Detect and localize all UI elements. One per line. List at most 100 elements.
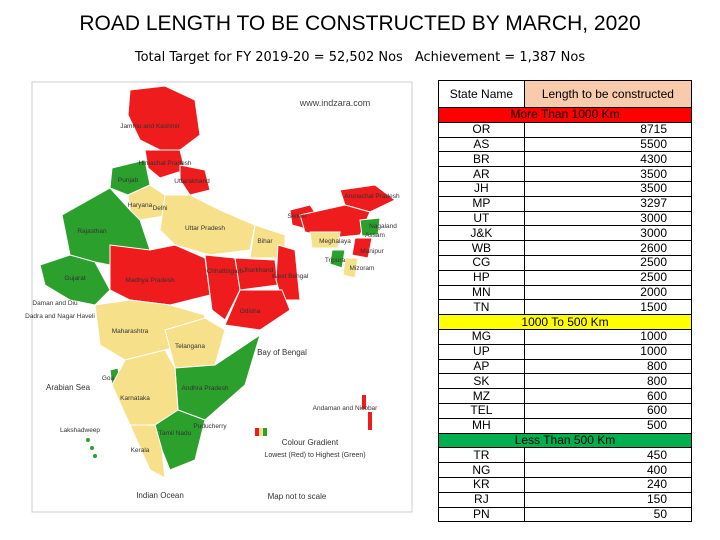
length-value: 600 <box>523 388 693 404</box>
length-value: 1500 <box>523 299 693 316</box>
state-label: Rajasthan <box>77 228 107 235</box>
length-value: 150 <box>523 491 693 508</box>
sea-label: Bay of Bengal <box>257 348 307 357</box>
state-code: TN <box>438 299 525 316</box>
state-label: Assam <box>365 232 385 239</box>
table-row: MH 500 <box>438 417 693 434</box>
table-row: SK 800 <box>438 373 693 390</box>
state-label: Goa <box>102 375 115 382</box>
length-value: 3500 <box>523 166 693 182</box>
title: ROAD LENGTH TO BE CONSTRUCTED BY MARCH, … <box>79 12 641 35</box>
length-value: 3500 <box>523 180 693 197</box>
length-value: 240 <box>523 476 693 493</box>
state-label: Delhi <box>153 205 168 212</box>
state-label: Chhattisgarh <box>207 268 244 275</box>
state-label: Punjab <box>118 177 139 184</box>
state-label: Haryana <box>128 202 153 209</box>
sea-label: Arabian Sea <box>46 383 91 392</box>
table-row: JH 3500 <box>438 180 693 197</box>
table-row: CG 2500 <box>438 254 693 271</box>
state-label: Himachal Pradesh <box>138 160 191 167</box>
length-value: 400 <box>523 462 693 478</box>
header-cell: Length to be constructed <box>523 80 693 108</box>
state-label: Arunachal Pradesh <box>344 193 400 200</box>
table-row: PN 50 <box>438 506 693 523</box>
state-label: Nagaland <box>369 223 397 230</box>
length-value: 2500 <box>523 254 693 271</box>
islands <box>362 395 372 430</box>
state-code: UT <box>438 210 525 227</box>
state-code: WB <box>438 240 525 256</box>
length-value: 500 <box>523 417 693 434</box>
length-value: 50 <box>523 506 693 523</box>
length-value: 4300 <box>523 151 693 168</box>
state-label: Puducherry <box>193 423 227 430</box>
table-row: TN 1500 <box>438 299 693 316</box>
state-label: Lakshadweep <box>60 427 100 434</box>
regions <box>39 85 396 479</box>
state-label: Sikkim <box>287 213 306 220</box>
state-code: MN <box>438 284 525 301</box>
length-value: 8715 <box>523 121 693 138</box>
state-code: TEL <box>438 402 525 419</box>
sea-label: Indian Ocean <box>136 491 184 500</box>
table-row: RJ 150 <box>438 491 693 508</box>
legend-text: Lowest (Red) to Highest (Green) <box>264 452 365 459</box>
legend-swatch <box>259 428 263 436</box>
state-label: Tripura <box>325 257 346 264</box>
state-label: Tamil Nadu <box>159 430 192 437</box>
target: Total Target for FY 2019-20 = 52,502 Nos <box>134 50 403 65</box>
length-value: 450 <box>523 447 693 464</box>
state-label: Jharkhand <box>243 267 274 274</box>
table-row: Less Than 500 Km <box>438 432 692 449</box>
road-table: State Name Length to be constructed More T… <box>438 80 693 523</box>
state-label: Daman and Diu <box>32 300 78 307</box>
length-value: 1000 <box>523 343 693 360</box>
state-label: Gujarat <box>64 275 86 282</box>
islands <box>86 438 97 458</box>
state-label: Bihar <box>257 238 273 245</box>
state-code: J&K <box>438 225 525 242</box>
length-value: 600 <box>523 402 693 419</box>
state-label: West Bengal <box>272 273 309 280</box>
subtitle: Total Target for FY 2019-20 = 52,502 Nos… <box>0 50 720 65</box>
header-cell: State Name <box>438 80 525 108</box>
length-value: 2600 <box>523 240 693 256</box>
state-code: KR <box>438 476 525 493</box>
state-label: Odisha <box>240 308 261 315</box>
website: www.indzara.com <box>299 98 371 108</box>
state-code: SK <box>438 373 525 390</box>
table-row: TEL 600 <box>438 402 693 419</box>
state-label: Madhya Pradesh <box>125 277 175 284</box>
table-row: KR 240 <box>438 476 693 493</box>
state-label: Andhra Pradesh <box>182 385 229 392</box>
table-row: OR 8715 <box>438 121 693 138</box>
length-value: 800 <box>523 358 693 375</box>
table-row: NG 400 <box>438 462 693 478</box>
state-code: MZ <box>438 388 525 404</box>
table-row: MN 2000 <box>438 284 693 301</box>
length-value: 1000 <box>523 328 693 345</box>
map-note: Map not to scale <box>268 492 327 501</box>
state-code: RJ <box>438 491 525 508</box>
state-label: Dadra and Nagar Haveli <box>25 313 95 320</box>
group-header: 1000 To 500 Km <box>438 314 692 330</box>
achievement: Achievement = 1,387 Nos <box>414 50 586 65</box>
table-row: BR 4300 <box>438 151 693 168</box>
table-row: MZ 600 <box>438 388 693 404</box>
state-code: AP <box>438 358 525 375</box>
state-code: UP <box>438 343 525 360</box>
state-code: MP <box>438 195 525 212</box>
state-code: BR <box>438 151 525 168</box>
table-row: J&K 3000 <box>438 225 693 242</box>
state-code: MH <box>438 417 525 434</box>
table-row: State Name Length to be constructed <box>438 80 693 108</box>
table-row: AR 3500 <box>438 166 693 182</box>
state-label: Uttarakhand <box>174 178 210 185</box>
state-code: JH <box>438 180 525 197</box>
table-row: More Than 1000 Km <box>438 107 692 123</box>
state-code: OR <box>438 121 525 138</box>
state-code: HP <box>438 269 525 286</box>
